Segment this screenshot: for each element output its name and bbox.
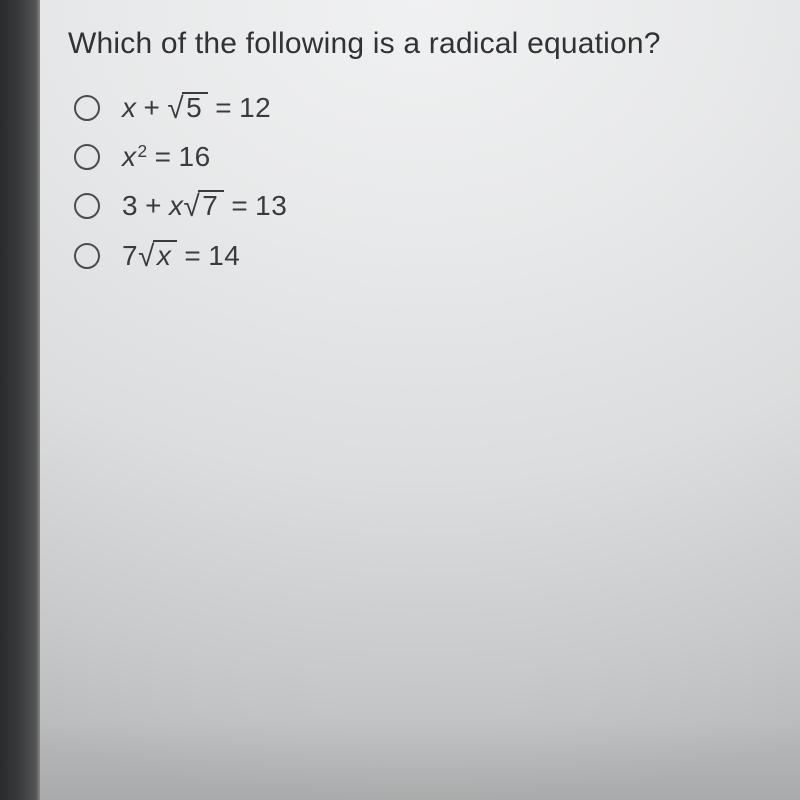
option-equation: 3+x√7=13 [122, 189, 287, 223]
option-row[interactable]: 7√x=14 [74, 239, 772, 273]
sqrt-icon: √5 [167, 91, 208, 125]
option-row[interactable]: 3+x√7=13 [74, 189, 772, 223]
radio-button[interactable] [74, 95, 100, 121]
question-text: Which of the following is a radical equa… [68, 24, 772, 65]
radio-button[interactable] [74, 243, 100, 269]
option-row[interactable]: x+√5=12 [74, 91, 772, 125]
radio-button[interactable] [74, 193, 100, 219]
screen-bezel [0, 0, 40, 800]
option-equation: x2=16 [122, 141, 211, 173]
options-list: x+√5=12 x2=16 3+x√7=13 7√x=14 [68, 91, 772, 273]
radio-button[interactable] [74, 144, 100, 170]
sqrt-icon: √x [138, 239, 177, 273]
option-equation: 7√x=14 [122, 239, 240, 273]
option-equation: x+√5=12 [122, 91, 271, 125]
quiz-card: Which of the following is a radical equa… [40, 0, 800, 800]
option-row[interactable]: x2=16 [74, 141, 772, 173]
sqrt-icon: √7 [183, 189, 224, 223]
